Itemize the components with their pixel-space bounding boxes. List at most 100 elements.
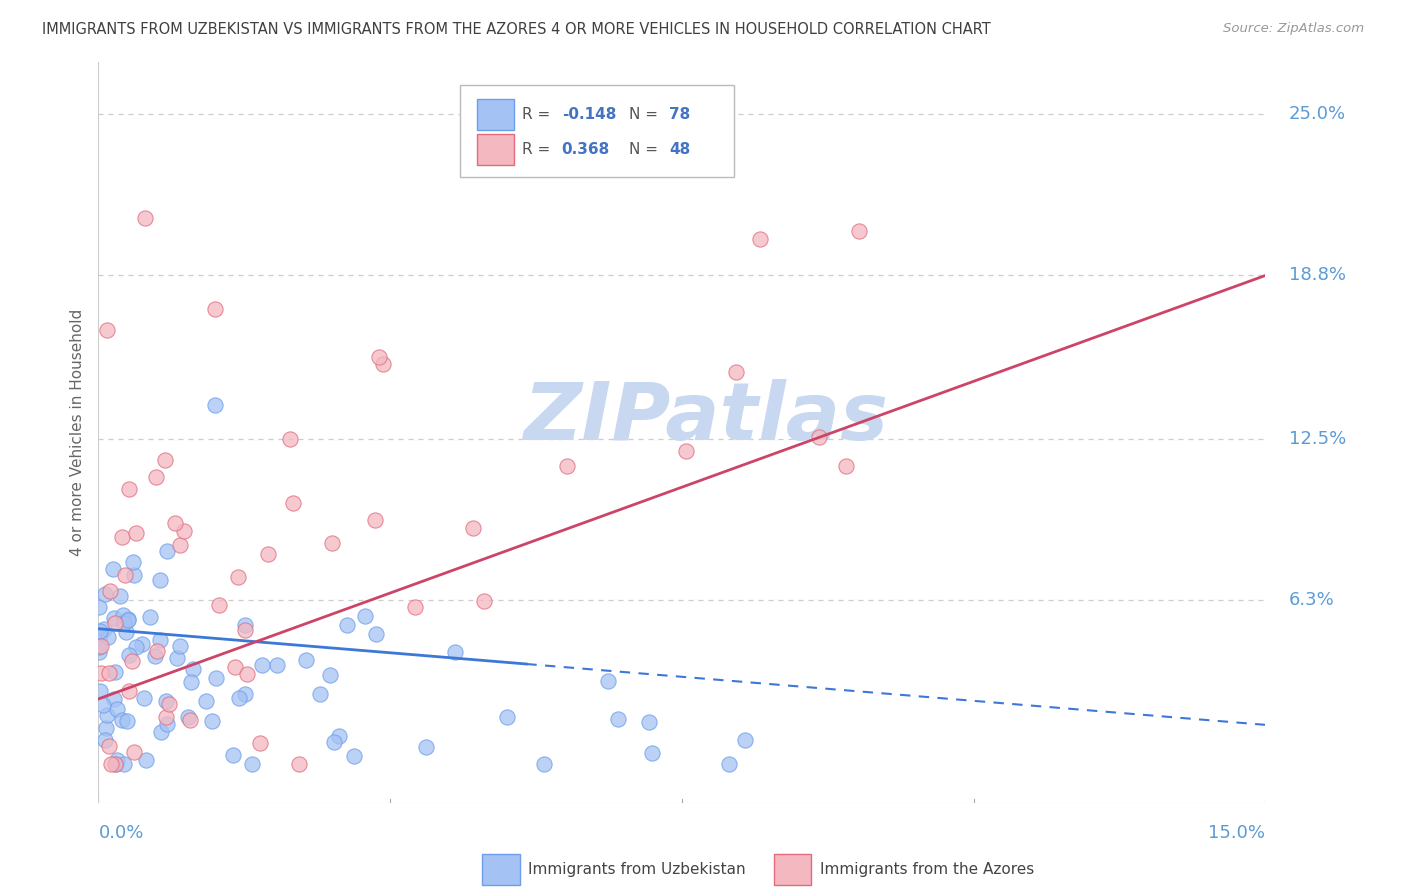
Point (835, 458, 858, 473)
Point (156, 543, 179, 558)
Text: Immigrants from Uzbekistan: Immigrants from Uzbekistan (527, 862, 745, 877)
Point (228, 690, 250, 705)
Point (90, 666, 112, 681)
Point (204, 302, 226, 317)
Point (121, 555, 143, 569)
Point (134, 691, 156, 706)
Point (195, 694, 218, 708)
FancyBboxPatch shape (775, 854, 811, 885)
Point (179, 713, 201, 727)
Point (496, 710, 519, 724)
Point (808, 430, 831, 444)
Point (115, 625, 138, 640)
Text: 12.5%: 12.5% (1289, 430, 1346, 448)
Point (112, 756, 135, 771)
Point (443, 645, 465, 659)
Point (353, 608, 375, 623)
Point (98, 665, 121, 680)
Point (121, 654, 143, 668)
Point (96, 323, 118, 337)
Point (89, 627, 111, 641)
Point (718, 756, 741, 771)
Text: 78: 78 (669, 107, 690, 122)
Point (87, 645, 110, 659)
Point (208, 598, 231, 612)
Point (555, 458, 578, 473)
Point (135, 753, 157, 767)
Point (105, 702, 128, 716)
Point (117, 612, 139, 626)
Point (233, 623, 256, 637)
Point (183, 662, 205, 676)
Point (308, 687, 330, 701)
FancyBboxPatch shape (482, 854, 520, 885)
Point (146, 644, 169, 658)
Point (122, 745, 145, 759)
Point (155, 717, 177, 731)
Point (226, 569, 249, 583)
Point (280, 432, 302, 446)
Point (173, 524, 195, 538)
Point (204, 671, 226, 685)
FancyBboxPatch shape (477, 135, 513, 165)
Text: 18.8%: 18.8% (1289, 267, 1346, 285)
Text: 0.368: 0.368 (562, 143, 610, 157)
Point (364, 627, 387, 641)
Point (598, 673, 620, 688)
Point (233, 618, 256, 632)
Point (166, 651, 188, 665)
Point (169, 639, 191, 653)
Point (288, 756, 311, 771)
Point (117, 714, 139, 728)
Point (89, 599, 111, 614)
Text: N =: N = (630, 143, 664, 157)
Text: 15.0%: 15.0% (1208, 823, 1265, 841)
Point (368, 350, 391, 364)
Point (125, 640, 148, 655)
Point (96, 708, 118, 723)
Point (675, 443, 697, 458)
Point (101, 562, 124, 576)
Point (110, 590, 132, 604)
Point (104, 756, 127, 771)
Point (112, 615, 135, 630)
Point (463, 521, 485, 535)
Point (222, 748, 245, 763)
Point (111, 607, 134, 622)
Point (322, 735, 344, 749)
Point (318, 668, 340, 682)
Point (233, 687, 256, 701)
Point (93, 622, 115, 636)
Point (321, 536, 343, 550)
Point (89, 624, 111, 639)
Point (607, 713, 630, 727)
Point (143, 649, 166, 664)
Point (252, 658, 274, 673)
Point (363, 513, 385, 527)
Point (104, 616, 127, 631)
Point (103, 691, 125, 706)
Point (328, 729, 350, 743)
Text: -0.148: -0.148 (562, 107, 616, 122)
FancyBboxPatch shape (460, 85, 734, 178)
Point (149, 632, 172, 647)
Point (169, 538, 191, 552)
Point (472, 594, 495, 608)
Point (96, 721, 118, 735)
Point (98, 584, 121, 599)
Point (122, 567, 145, 582)
Point (114, 568, 136, 582)
Point (155, 710, 177, 724)
Text: Source: ZipAtlas.com: Source: ZipAtlas.com (1223, 22, 1364, 36)
Point (266, 658, 288, 673)
Point (533, 756, 555, 771)
Point (145, 470, 167, 484)
Point (235, 667, 257, 681)
Point (294, 653, 316, 667)
Point (87, 640, 110, 655)
Point (734, 732, 756, 747)
Point (177, 710, 200, 724)
Point (638, 715, 661, 730)
Point (725, 366, 748, 380)
Point (104, 665, 127, 680)
